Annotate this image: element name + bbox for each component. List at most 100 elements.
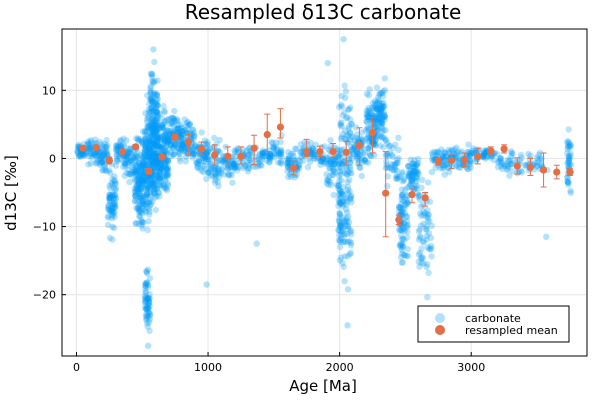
carbonate-point — [145, 144, 153, 152]
carbonate-point — [348, 133, 355, 141]
carbonate-point — [267, 153, 274, 161]
carbonate-point — [146, 145, 153, 152]
carbonate-point — [150, 167, 158, 175]
carbonate-point — [296, 161, 303, 168]
carbonate-point — [437, 164, 444, 172]
carbonate-point — [205, 169, 212, 176]
carbonate-point — [382, 136, 389, 143]
carbonate-point — [149, 138, 156, 146]
carbonate-point — [336, 177, 343, 184]
carbonate-point — [135, 135, 142, 142]
carbonate-point — [204, 156, 211, 163]
carbonate-point — [155, 145, 162, 153]
carbonate-point — [128, 157, 135, 165]
carbonate-point — [153, 108, 161, 115]
carbonate-point — [149, 160, 156, 167]
carbonate-point — [142, 305, 149, 312]
carbonate-point — [164, 127, 171, 134]
carbonate-point — [428, 253, 435, 260]
carbonate-point — [371, 139, 378, 146]
carbonate-point — [337, 193, 344, 200]
carbonate-point — [346, 176, 353, 183]
carbonate-point — [156, 167, 164, 175]
carbonate-point — [346, 251, 354, 258]
carbonate-point — [158, 160, 165, 168]
carbonate-point — [565, 126, 572, 133]
carbonate-point — [85, 161, 92, 168]
carbonate-point — [99, 143, 106, 150]
carbonate-point — [171, 140, 178, 147]
carbonate-point — [91, 151, 98, 159]
carbonate-point — [183, 122, 190, 129]
carbonate-point — [138, 164, 146, 171]
carbonate-point — [144, 123, 151, 130]
carbonate-point — [150, 164, 158, 171]
carbonate-point — [177, 128, 185, 135]
carbonate-point — [338, 190, 345, 197]
carbonate-point — [328, 163, 336, 171]
carbonate-point — [134, 149, 141, 156]
carbonate-point — [395, 134, 402, 141]
carbonate-point — [147, 119, 155, 126]
carbonate-point — [153, 139, 160, 147]
resampled-mean-point — [316, 148, 324, 156]
carbonate-point — [151, 178, 159, 185]
carbonate-point — [158, 164, 166, 172]
carbonate-point — [309, 145, 317, 152]
carbonate-point — [147, 148, 154, 155]
carbonate-point — [149, 77, 156, 85]
carbonate-point — [310, 155, 318, 162]
carbonate-point — [167, 148, 175, 156]
carbonate-point — [218, 166, 225, 173]
carbonate-point — [336, 147, 343, 154]
carbonate-point — [199, 162, 206, 169]
carbonate-point — [146, 149, 154, 157]
carbonate-point — [337, 223, 344, 230]
carbonate-point — [143, 175, 151, 183]
carbonate-point — [139, 158, 146, 165]
carbonate-point — [136, 179, 143, 187]
carbonate-point — [162, 149, 170, 156]
carbonate-point — [144, 113, 152, 120]
carbonate-point — [105, 214, 112, 221]
carbonate-point — [132, 193, 139, 200]
carbonate-point — [148, 179, 156, 186]
carbonate-point — [240, 146, 247, 153]
carbonate-point — [350, 140, 357, 147]
carbonate-point — [278, 131, 285, 139]
carbonate-point — [351, 137, 358, 144]
carbonate-point — [113, 142, 120, 149]
carbonate-point — [145, 156, 152, 163]
carbonate-point — [177, 158, 184, 165]
carbonate-point — [331, 161, 338, 168]
carbonate-point — [107, 207, 115, 215]
carbonate-point — [365, 117, 373, 124]
carbonate-point — [311, 149, 318, 157]
carbonate-point — [297, 148, 304, 156]
carbonate-point — [152, 154, 159, 162]
carbonate-point — [169, 114, 176, 121]
carbonate-point — [98, 159, 106, 166]
carbonate-point — [389, 166, 396, 174]
carbonate-point — [353, 154, 361, 162]
carbonate-point — [144, 313, 151, 320]
carbonate-point — [144, 307, 151, 314]
carbonate-point — [145, 153, 152, 160]
carbonate-point — [345, 106, 353, 113]
carbonate-point — [159, 121, 166, 128]
carbonate-point — [176, 150, 183, 158]
carbonate-point — [129, 154, 137, 161]
resampled-mean-point — [539, 166, 548, 174]
carbonate-point — [113, 155, 121, 163]
carbonate-point — [148, 120, 155, 127]
carbonate-point — [336, 257, 343, 264]
carbonate-point — [112, 162, 120, 169]
carbonate-point — [174, 117, 181, 125]
carbonate-point — [341, 232, 348, 239]
carbonate-point — [150, 183, 157, 191]
carbonate-point — [336, 168, 343, 175]
x-axis-label: Age [Ma] — [289, 377, 357, 395]
carbonate-point — [133, 162, 140, 169]
carbonate-point — [311, 151, 318, 158]
carbonate-point — [156, 193, 163, 200]
